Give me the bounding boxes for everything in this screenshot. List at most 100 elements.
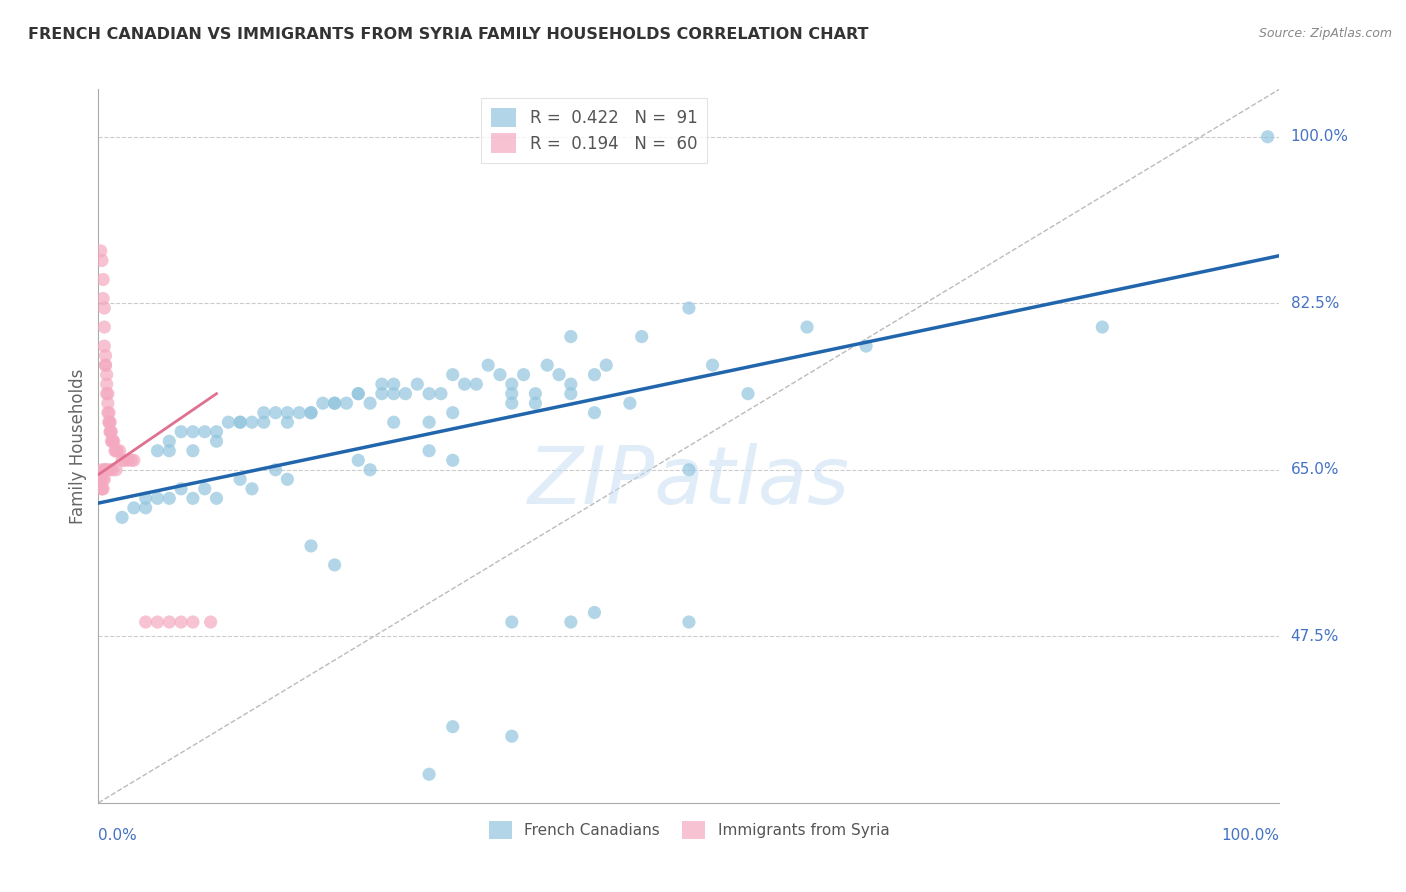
- Point: [96, 386, 118, 401]
- Point: [548, 368, 571, 382]
- Point: [382, 386, 405, 401]
- Point: [93, 339, 115, 353]
- Point: [135, 491, 157, 506]
- Point: [181, 443, 204, 458]
- Point: [406, 377, 429, 392]
- Point: [94, 349, 117, 363]
- Point: [536, 358, 558, 372]
- Point: [170, 482, 193, 496]
- Point: [112, 453, 135, 467]
- Point: [501, 729, 523, 743]
- Point: [855, 339, 877, 353]
- Point: [323, 396, 346, 410]
- Point: [441, 720, 464, 734]
- Point: [441, 453, 464, 467]
- Point: [418, 767, 440, 781]
- Point: [264, 463, 287, 477]
- Point: [276, 406, 298, 420]
- Point: [240, 482, 263, 496]
- Point: [501, 396, 523, 410]
- Point: [371, 377, 394, 392]
- Point: [135, 500, 157, 515]
- Point: [146, 491, 169, 506]
- Point: [253, 406, 276, 420]
- Point: [335, 396, 357, 410]
- Point: [619, 396, 641, 410]
- Point: [205, 434, 228, 449]
- Point: [418, 443, 440, 458]
- Point: [104, 443, 127, 458]
- Point: [630, 329, 652, 343]
- Point: [105, 463, 128, 477]
- Point: [217, 415, 239, 429]
- Point: [524, 396, 547, 410]
- Point: [101, 434, 124, 449]
- Point: [97, 386, 120, 401]
- Point: [94, 358, 117, 372]
- Text: 47.5%: 47.5%: [1291, 629, 1339, 644]
- Point: [229, 415, 252, 429]
- Point: [501, 386, 523, 401]
- Point: [359, 463, 381, 477]
- Point: [347, 386, 370, 401]
- Point: [276, 415, 298, 429]
- Text: 0.0%: 0.0%: [98, 828, 138, 843]
- Point: [240, 415, 263, 429]
- Point: [97, 396, 120, 410]
- Point: [737, 386, 759, 401]
- Point: [91, 482, 114, 496]
- Point: [170, 615, 193, 629]
- Point: [323, 396, 346, 410]
- Point: [253, 415, 276, 429]
- Point: [359, 396, 381, 410]
- Point: [1257, 129, 1279, 144]
- Point: [111, 453, 134, 467]
- Point: [382, 415, 405, 429]
- Point: [122, 500, 145, 515]
- Point: [97, 406, 120, 420]
- Point: [91, 482, 114, 496]
- Point: [347, 453, 370, 467]
- Point: [512, 368, 534, 382]
- Point: [229, 472, 252, 486]
- Point: [560, 386, 582, 401]
- Point: [501, 377, 523, 392]
- Point: [299, 406, 322, 420]
- Point: [299, 406, 322, 420]
- Point: [101, 463, 124, 477]
- Point: [200, 615, 222, 629]
- Y-axis label: Family Households: Family Households: [69, 368, 87, 524]
- Point: [93, 301, 115, 315]
- Point: [264, 406, 287, 420]
- Point: [524, 386, 547, 401]
- Point: [91, 472, 114, 486]
- Point: [678, 615, 700, 629]
- Point: [371, 386, 394, 401]
- Point: [157, 434, 180, 449]
- Point: [122, 453, 145, 467]
- Point: [121, 453, 143, 467]
- Point: [105, 443, 128, 458]
- Point: [100, 434, 122, 449]
- Point: [90, 244, 112, 258]
- Point: [394, 386, 416, 401]
- Point: [702, 358, 724, 372]
- Point: [477, 358, 499, 372]
- Point: [91, 463, 114, 477]
- Point: [418, 415, 440, 429]
- Point: [98, 415, 121, 429]
- Point: [98, 425, 121, 439]
- Point: [98, 415, 121, 429]
- Legend: French Canadians, Immigrants from Syria: French Canadians, Immigrants from Syria: [482, 815, 896, 845]
- Point: [583, 406, 606, 420]
- Point: [105, 443, 128, 458]
- Point: [583, 606, 606, 620]
- Point: [93, 472, 115, 486]
- Point: [170, 425, 193, 439]
- Point: [100, 425, 122, 439]
- Text: FRENCH CANADIAN VS IMMIGRANTS FROM SYRIA FAMILY HOUSEHOLDS CORRELATION CHART: FRENCH CANADIAN VS IMMIGRANTS FROM SYRIA…: [28, 27, 869, 42]
- Point: [205, 491, 228, 506]
- Point: [347, 386, 370, 401]
- Point: [91, 292, 114, 306]
- Point: [181, 615, 204, 629]
